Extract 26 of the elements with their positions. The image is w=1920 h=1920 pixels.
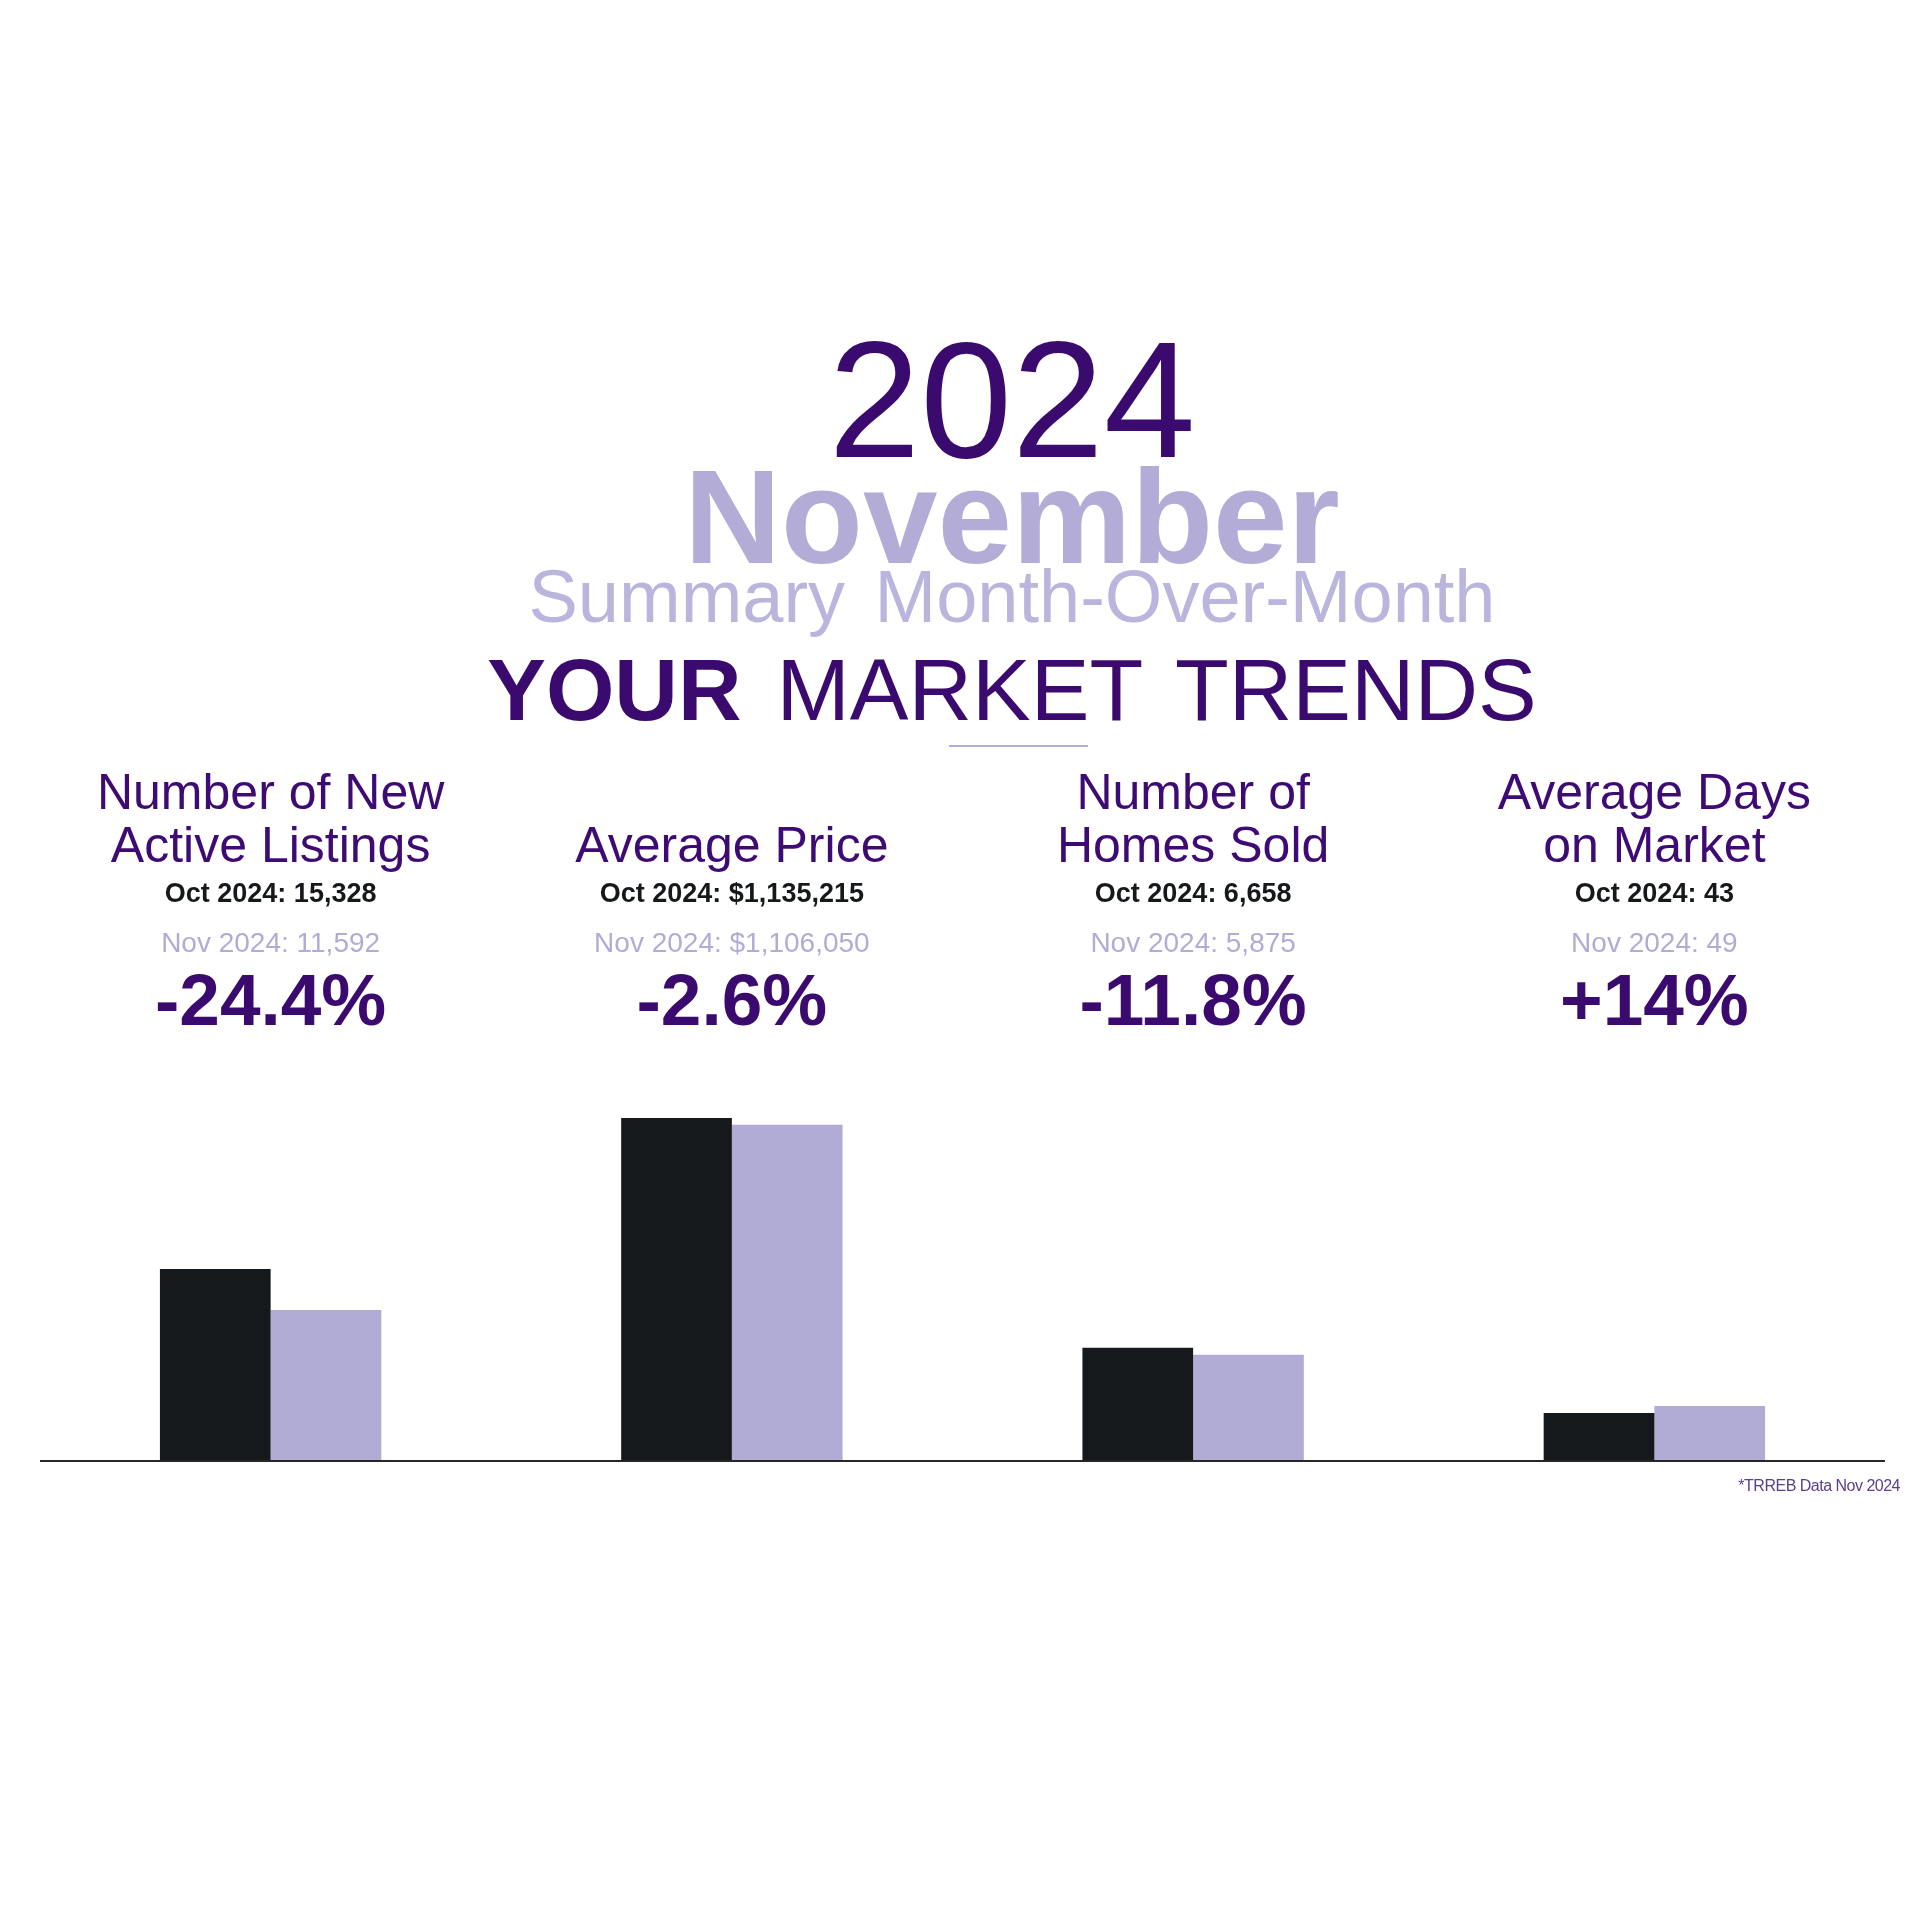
text: Oct 2024: 6,658 bbox=[1094, 878, 1292, 908]
x-tick-label: Number of New Active Listings bbox=[95, 764, 446, 873]
bar bbox=[270, 1310, 382, 1461]
text: -11.8% bbox=[1079, 959, 1307, 1040]
x-tick-label: Average Days on Market bbox=[1496, 764, 1812, 873]
x-tick-label: Average Price bbox=[575, 817, 889, 873]
x-tick-label: Number of Homes Sold bbox=[1055, 764, 1331, 873]
bar bbox=[159, 1268, 271, 1461]
text: Oct 2024: 15,328 bbox=[164, 878, 377, 908]
bar bbox=[621, 1118, 732, 1461]
text: +14% bbox=[1560, 959, 1749, 1040]
text: Nov 2024: 11,592 bbox=[161, 927, 381, 958]
bar bbox=[1543, 1412, 1655, 1461]
text: Nov 2024: 5,875 bbox=[1090, 927, 1296, 958]
bar bbox=[1654, 1406, 1766, 1461]
bar bbox=[1082, 1347, 1194, 1461]
bar bbox=[731, 1124, 843, 1461]
text: -2.6% bbox=[636, 959, 828, 1040]
text: YOUR MARKET TRENDS bbox=[487, 640, 1537, 739]
text: Nov 2024: $1,106,050 bbox=[594, 927, 870, 958]
bar bbox=[1193, 1354, 1304, 1461]
text: *TRREB Data Nov 2024 bbox=[1738, 1477, 1900, 1494]
text: Oct 2024: $1,135,215 bbox=[599, 878, 864, 908]
text: Nov 2024: 49 bbox=[1571, 927, 1738, 958]
text: Oct 2024: 43 bbox=[1574, 878, 1734, 908]
text: -24.4% bbox=[154, 959, 387, 1040]
